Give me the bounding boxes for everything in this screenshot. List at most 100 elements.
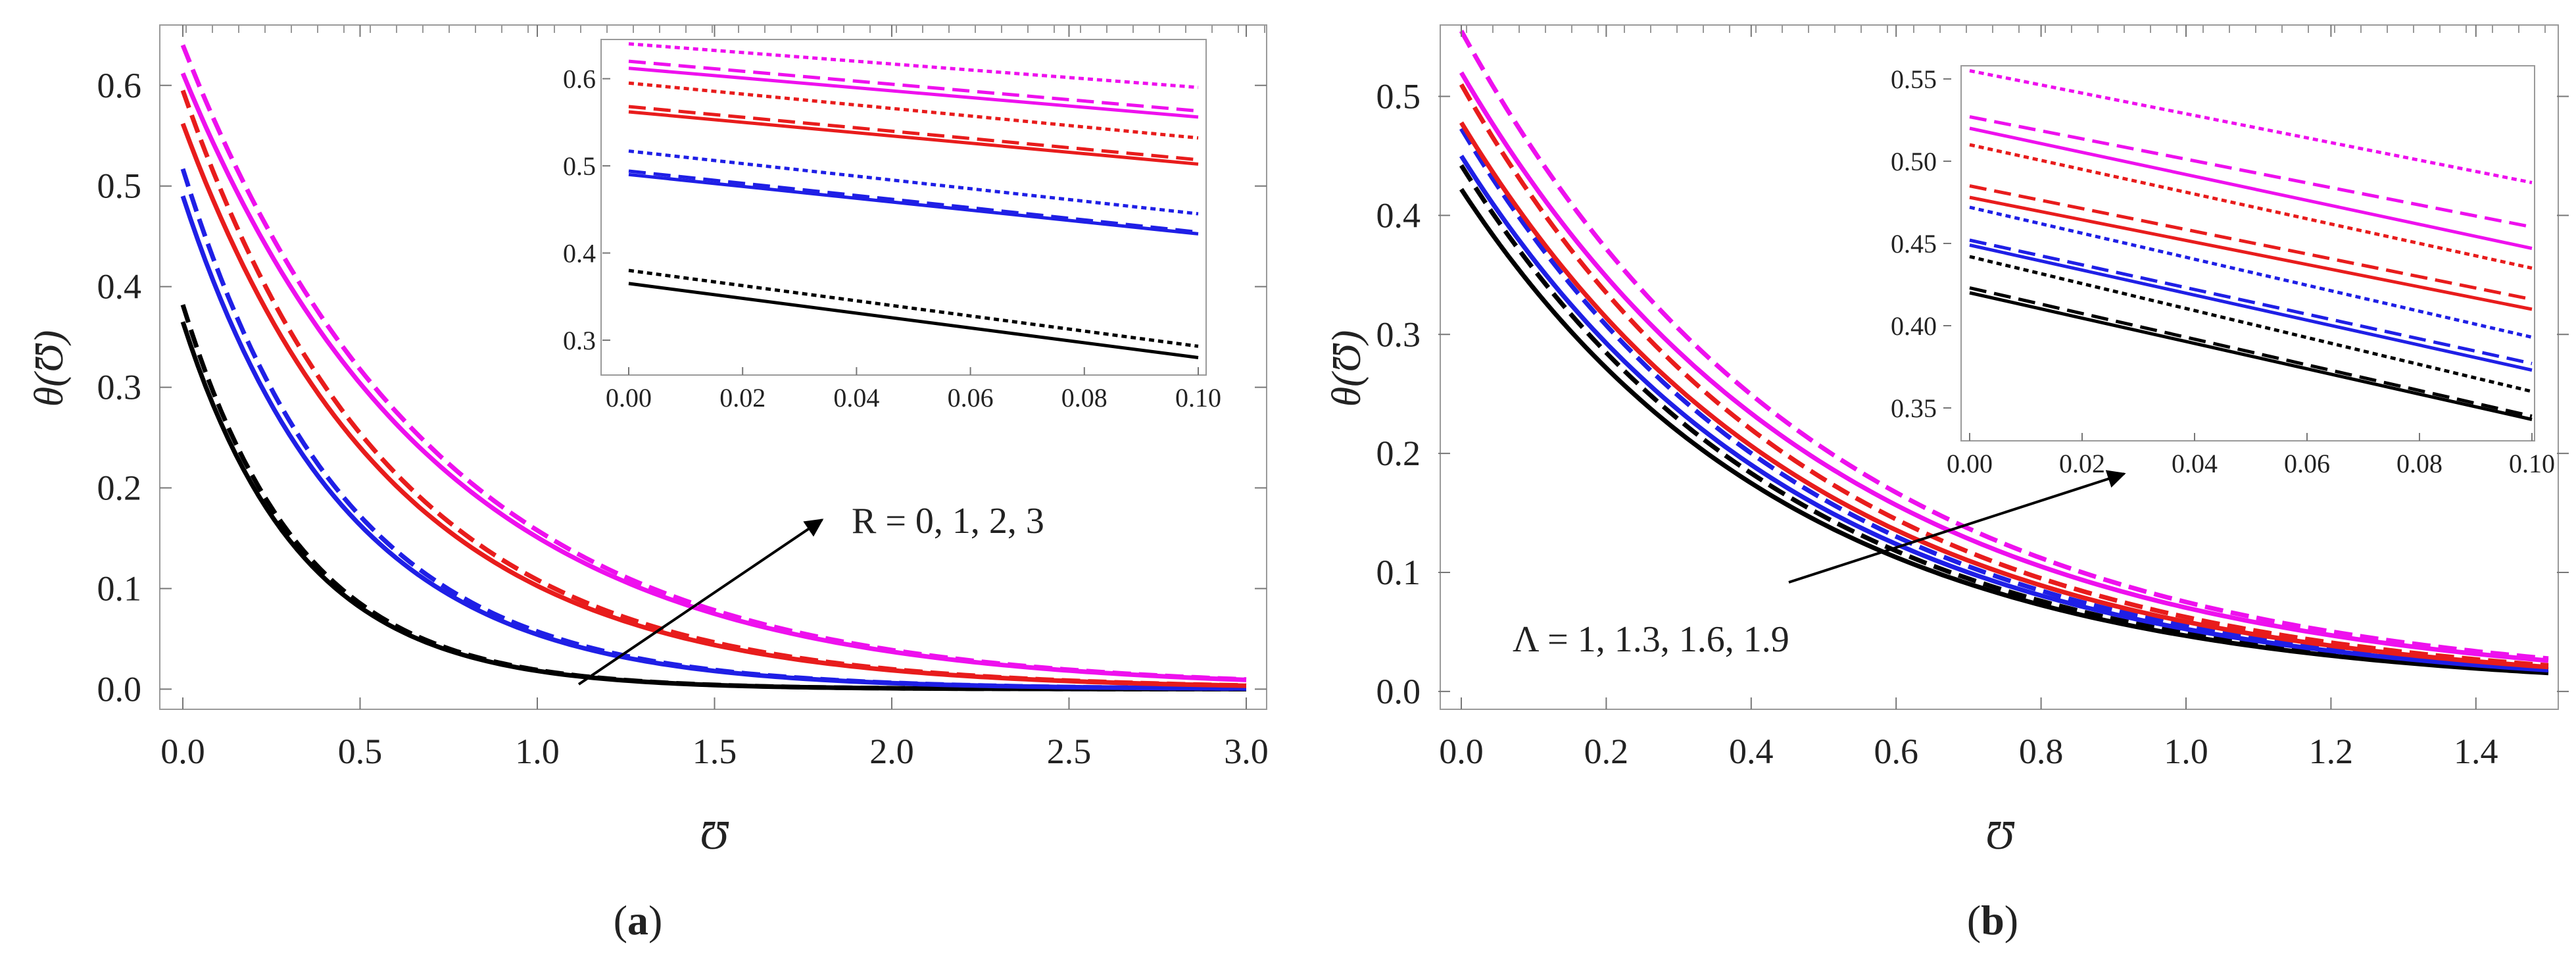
inset-y-tick-label: 0.40 (1891, 311, 1937, 341)
inset-x-tick-label: 0.10 (1175, 383, 1221, 413)
panel-a: 0.0 0.5 1.0 1.5 2.0 2.5 3.0 0.0 0.1 0.2 0.3 0.4 0.5… (27, 24, 1269, 944)
inset-x-tick-label: 0.08 (1061, 383, 1107, 413)
curve-b-red-solid (1459, 121, 2549, 670)
inset-curve-b-black-dotted (1969, 255, 2533, 393)
curve-b-red-dashed (1459, 83, 2549, 668)
inset-curve-b-black-solid (1969, 291, 2533, 421)
inset-curve-a-magenta-dotted (628, 42, 1199, 89)
x-tick-label: 1.2 (2309, 732, 2354, 771)
x-ticks-a: 0.0 0.5 1.0 1.5 2.0 2.5 3.0 (160, 25, 1269, 771)
curves-b (1459, 30, 2549, 676)
inset-x-tick-label: 0.08 (2396, 449, 2442, 478)
y-tick-label: 0.1 (1376, 553, 1421, 592)
x-tick-label: 3.0 (1224, 732, 1269, 771)
inset-x-tick-label: 0.04 (2172, 449, 2218, 478)
inset-curve-b-blue-solid (1969, 243, 2533, 372)
y-tick-label: 0.2 (1376, 434, 1421, 473)
inset-y-tick-label: 0.4 (563, 239, 596, 268)
plot-frame-a (159, 24, 1267, 710)
inset-y-tick-label: 0.50 (1891, 147, 1937, 176)
panel-label-b: (b) (1967, 897, 2018, 944)
inset-curve-a-blue-solid (628, 172, 1199, 236)
annotation-arrow-b (1788, 470, 2126, 584)
inset-y-tick-label: 0.35 (1891, 393, 1937, 423)
y-ticks-b: 0.0 0.1 0.2 0.3 0.4 0.5 (1376, 77, 2569, 711)
curve-b-black-solid (1459, 188, 2549, 676)
inset-curve-a-magenta-dashed (628, 59, 1199, 113)
annotation-arrow-a (577, 518, 824, 686)
inset-x-tick-label: 0.06 (2284, 449, 2330, 478)
y-tick-label: 0.3 (1376, 315, 1421, 354)
y-tick-label: 0.4 (1376, 195, 1421, 235)
annotation-a: R = 0, 1, 2, 3 (852, 501, 1044, 542)
curve-a-magenta-dashed (180, 44, 1247, 682)
x-tick-label: 1.4 (2454, 732, 2498, 771)
panel-b: 0.0 0.2 0.4 0.6 0.8 1.0 1.2 1.4 0.0 0.1 0.2 0.3 0.4… (1324, 24, 2569, 944)
inset-curve-a-red-dashed (628, 105, 1199, 162)
inset-x-tick-label: 0.10 (2509, 449, 2555, 478)
x-tick-label: 1.0 (515, 732, 560, 771)
inset-y-tick-label: 0.45 (1891, 229, 1937, 259)
x-tick-label: 0.0 (1439, 732, 1484, 771)
plot-frame-b (1440, 24, 2559, 710)
y-tick-label: 0.5 (97, 166, 142, 206)
annotation-b: Λ = 1, 1.3, 1.6, 1.9 (1513, 619, 1789, 660)
y-axis-label-b: θ(Ʊ) (1324, 330, 1369, 407)
inset-x-tick-label: 0.02 (719, 383, 766, 413)
x-tick-label: 2.5 (1047, 732, 1092, 771)
inset-y-tick-label: 0.3 (563, 326, 596, 355)
inset-frame-a (600, 39, 1207, 376)
curve-b-magenta-solid (1459, 71, 2549, 663)
inset-x-tick-label: 0.04 (833, 383, 879, 413)
curve-b-blue-dashed (1459, 127, 2549, 672)
inset-y-tick-label: 0.5 (563, 151, 596, 181)
inset-curve-a-red-solid (628, 110, 1199, 166)
x-axis-label-a: Ʊ (699, 813, 729, 858)
y-tick-label: 0.5 (1376, 77, 1421, 116)
inset-x-tick-label: 0.00 (1947, 449, 1993, 478)
y-tick-label: 0.0 (1376, 672, 1421, 711)
inset-curve-a-magenta-solid (628, 66, 1199, 119)
inset-x-tick-label: 0.02 (2059, 449, 2105, 478)
inset-curve-b-red-solid (1969, 195, 2533, 311)
inset-curve-b-blue-dotted (1969, 205, 2533, 339)
x-tick-label: 0.6 (1874, 732, 1918, 771)
y-axis-label-a: θ(Ʊ) (27, 330, 72, 407)
inset-curve-a-black-dotted (628, 268, 1199, 348)
inset-curve-a-red-dotted (628, 81, 1199, 140)
y-tick-label: 0.2 (97, 468, 142, 508)
inset-curve-a-black-solid (628, 282, 1199, 359)
x-tick-label: 1.0 (2164, 732, 2208, 771)
inset-curve-b-magenta-solid (1969, 126, 2533, 250)
curve-a-black-dashed (180, 304, 1246, 692)
x-axis-label-b: Ʊ (1985, 813, 2015, 858)
inset-curve-b-black-dashed (1969, 286, 2533, 418)
x-tick-label: 1.5 (693, 732, 737, 771)
y-ticks-a: 0.0 0.1 0.2 0.3 0.4 0.5 0.6 (97, 66, 1267, 709)
x-tick-label: 0.4 (1729, 732, 1774, 771)
curve-a-blue-dashed (180, 168, 1246, 691)
inset-curve-b-red-dotted (1969, 143, 2533, 270)
inset-curve-a-blue-dashed (628, 169, 1199, 234)
y-tick-label: 0.3 (97, 368, 142, 407)
inset-a: 0.00 0.02 0.04 0.06 0.08 0.10 0.3 0.4 0.5 0.6 (563, 39, 1221, 413)
curve-a-red-dashed (180, 89, 1247, 688)
y-tick-label: 0.1 (97, 568, 142, 608)
panel-label-a: (a) (614, 897, 663, 944)
inset-curve-b-blue-dashed (1969, 238, 2533, 365)
inset-x-tick-label: 0.06 (948, 383, 994, 413)
x-tick-label: 0.5 (338, 732, 383, 771)
curve-b-magenta-dashed (1459, 30, 2549, 661)
inset-y-tick-label: 0.6 (563, 64, 596, 94)
x-tick-label: 0.2 (1584, 732, 1629, 771)
y-tick-label: 0.4 (97, 267, 142, 307)
x-tick-label: 2.0 (869, 732, 914, 771)
x-tick-label: 0.8 (2019, 732, 2064, 771)
inset-y-tick-label: 0.55 (1891, 64, 1937, 94)
inset-curve-b-magenta-dashed (1969, 115, 2533, 229)
inset-curve-a-blue-dotted (628, 149, 1199, 216)
curves-a (180, 44, 1247, 692)
y-tick-label: 0.0 (97, 669, 142, 709)
x-ticks-b: 0.0 0.2 0.4 0.6 0.8 1.0 1.2 1.4 (1439, 25, 2498, 771)
